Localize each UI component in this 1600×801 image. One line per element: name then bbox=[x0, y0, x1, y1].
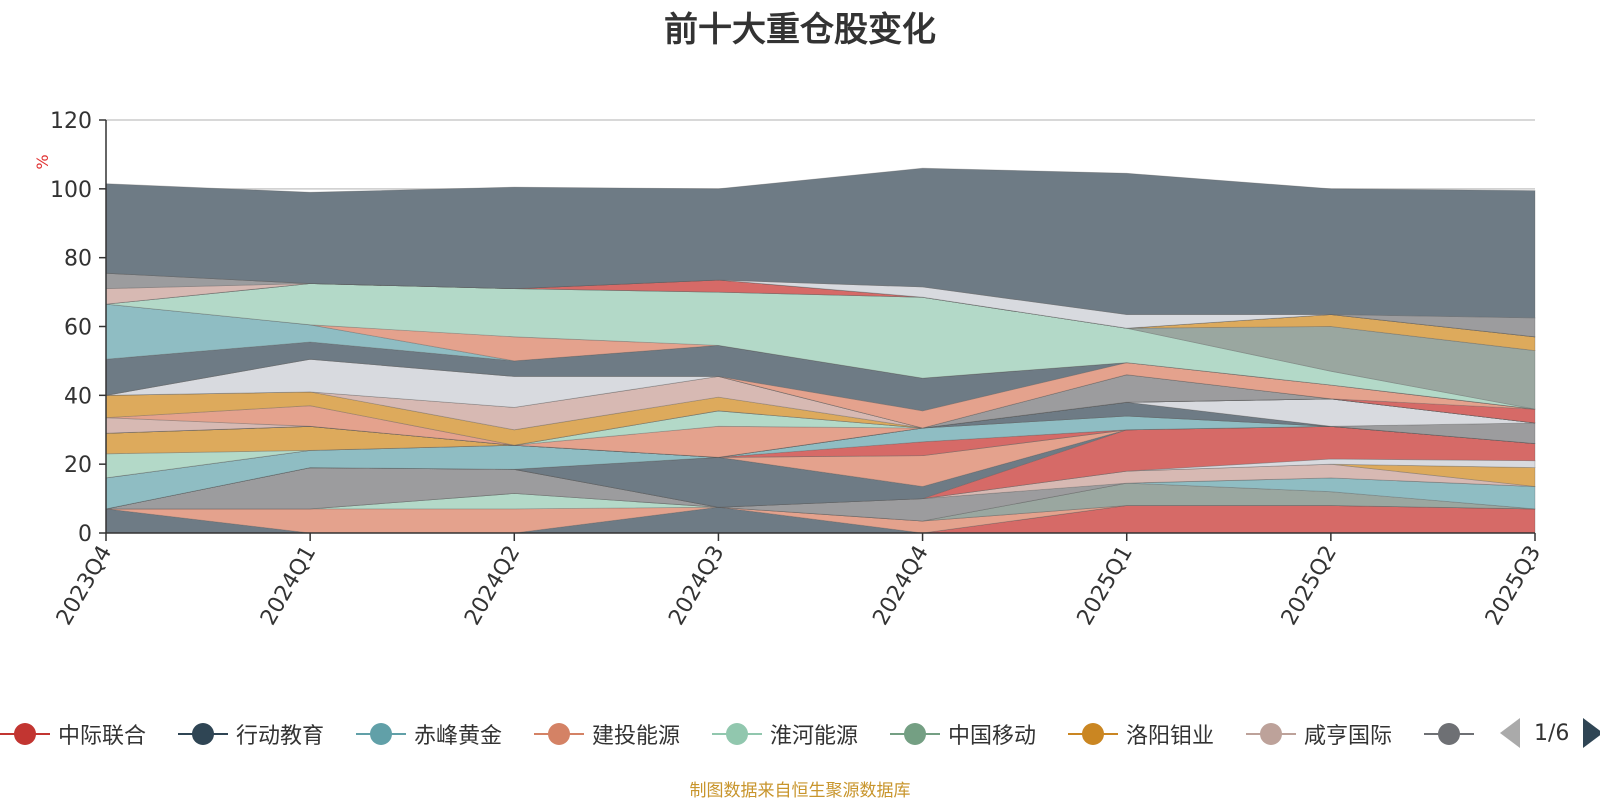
x-tick-label: 2024Q1 bbox=[256, 542, 321, 630]
y-tick-label: 60 bbox=[64, 316, 92, 341]
legend-item-label: 中国移动 bbox=[948, 724, 1037, 749]
legend-marker-icon bbox=[1246, 722, 1296, 746]
chart-title: 前十大重仓股变化 bbox=[664, 10, 936, 50]
area-series-14 bbox=[105, 425, 1536, 510]
legend-item[interactable]: 咸亨国际 bbox=[1246, 712, 1392, 756]
legend-item[interactable]: 赤峰黄金 bbox=[356, 712, 502, 756]
legend-prev-page-button[interactable] bbox=[1500, 718, 1520, 748]
legend-marker-icon bbox=[0, 722, 50, 746]
legend-marker-icon bbox=[178, 722, 228, 746]
legend-marker-icon bbox=[712, 722, 762, 746]
legend: 中际联合 行动教育 赤峰黄金 建投能源 淮河能源 中国移动 洛阳钼业 咸亨国际 bbox=[0, 712, 1480, 756]
legend-item-label: 洛阳钼业 bbox=[1126, 724, 1215, 749]
legend-marker-icon bbox=[356, 722, 406, 746]
y-axis-label: % bbox=[33, 154, 52, 169]
legend-item-label: 赤峰黄金 bbox=[414, 724, 503, 749]
x-tick-label: 2024Q2 bbox=[460, 542, 525, 630]
legend-item[interactable]: 中际联合 bbox=[0, 712, 146, 756]
legend-item[interactable]: 洛阳钼业 bbox=[1068, 712, 1214, 756]
legend-item-label: 中际联合 bbox=[58, 724, 147, 749]
x-tick-label: 2024Q4 bbox=[868, 542, 933, 630]
legend-item[interactable]: 行动教育 bbox=[178, 712, 324, 756]
legend-item-label: 行动教育 bbox=[236, 724, 325, 749]
area-series-44 bbox=[105, 167, 1536, 319]
area-series-21 bbox=[105, 401, 1536, 458]
area-series-38 bbox=[105, 283, 1536, 352]
legend-item-label: 建投能源 bbox=[592, 724, 681, 749]
data-source-note: 制图数据来自恒生聚源数据库 bbox=[689, 781, 911, 801]
legend-page-indicator: 1/6 bbox=[1534, 720, 1570, 746]
x-tick-label: 2025Q2 bbox=[1277, 542, 1342, 630]
chart-plot: 0 20 40 60 80 100 120 2023Q4 2024Q1 2024Q2 2024Q3 2… bbox=[33, 109, 1546, 630]
legend-pager: 1/6 bbox=[1500, 716, 1600, 750]
legend-marker-icon bbox=[1068, 722, 1118, 746]
x-tick-label: 2025Q1 bbox=[1073, 542, 1138, 630]
legend-marker-icon bbox=[534, 722, 584, 746]
x-tick-label: 2025Q3 bbox=[1481, 542, 1546, 630]
legend-marker-icon bbox=[890, 722, 940, 746]
legend-next-page-button[interactable] bbox=[1583, 718, 1600, 748]
area-series-19 bbox=[105, 415, 1536, 458]
y-tick-label: 100 bbox=[50, 178, 92, 203]
legend-item-label: 淮河能源 bbox=[770, 724, 859, 749]
y-tick-label: 80 bbox=[64, 247, 92, 272]
area-series-layer bbox=[105, 167, 1536, 534]
area-series-11 bbox=[105, 425, 1536, 510]
x-tick-label: 2023Q4 bbox=[52, 542, 117, 630]
y-tick-label: 0 bbox=[78, 522, 92, 547]
x-tick-label: 2024Q3 bbox=[664, 542, 729, 630]
area-series-9 bbox=[105, 463, 1536, 510]
legend-item[interactable] bbox=[1424, 712, 1480, 756]
y-tick-label: 20 bbox=[64, 453, 92, 478]
area-series-10 bbox=[105, 458, 1536, 510]
legend-item[interactable]: 淮河能源 bbox=[712, 712, 858, 756]
legend-item-label: 咸亨国际 bbox=[1304, 724, 1393, 749]
y-tick-label: 120 bbox=[50, 109, 92, 134]
y-tick-label: 40 bbox=[64, 384, 92, 409]
legend-item[interactable]: 中国移动 bbox=[890, 712, 1036, 756]
area-series-27 bbox=[105, 391, 1536, 446]
legend-item[interactable]: 建投能源 bbox=[534, 712, 680, 756]
area-series-37 bbox=[105, 283, 1536, 410]
legend-marker-icon bbox=[1424, 722, 1474, 746]
